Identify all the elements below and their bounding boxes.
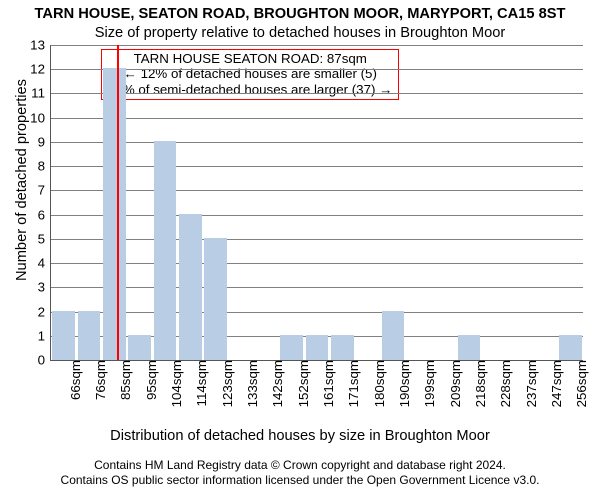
gridline (51, 118, 583, 119)
footer-line-1: Contains HM Land Registry data © Crown c… (0, 458, 600, 473)
x-tick-label: 228sqm (498, 360, 513, 420)
gridline (51, 93, 583, 94)
y-tick-label: 9 (15, 134, 51, 149)
x-tick-label: 85sqm (118, 360, 133, 420)
gridline (51, 239, 583, 240)
gridline (51, 190, 583, 191)
y-tick-label: 2 (15, 304, 51, 319)
x-tick-label: 237sqm (524, 360, 539, 420)
y-tick-label: 12 (15, 62, 51, 77)
footer-line-2: Contains OS public sector information li… (0, 473, 600, 488)
bar (204, 238, 227, 360)
annotation-line-3: 86% of semi-detached houses are larger (… (108, 82, 392, 97)
x-tick-label: 180sqm (372, 360, 387, 420)
x-tick-label: 152sqm (296, 360, 311, 420)
gridline (51, 142, 583, 143)
x-tick-label: 66sqm (68, 360, 83, 420)
bar (154, 141, 177, 360)
x-tick-label: 256sqm (574, 360, 589, 420)
gridline (51, 287, 583, 288)
y-tick-label: 3 (15, 280, 51, 295)
annotation-box: TARN HOUSE SEATON ROAD: 87sqm ← 12% of d… (101, 49, 399, 100)
bar (128, 335, 151, 360)
x-tick-label: 104sqm (169, 360, 184, 420)
annotation-line-1: TARN HOUSE SEATON ROAD: 87sqm (108, 51, 392, 66)
y-tick-label: 6 (15, 207, 51, 222)
y-tick-label: 10 (15, 110, 51, 125)
y-tick-label: 7 (15, 183, 51, 198)
x-tick-label: 199sqm (422, 360, 437, 420)
gridline (51, 69, 583, 70)
footer: Contains HM Land Registry data © Crown c… (0, 458, 600, 488)
subject-marker-line (117, 45, 119, 360)
gridline (51, 215, 583, 216)
bar (559, 335, 582, 360)
bar (179, 214, 202, 360)
y-tick-label: 0 (15, 353, 51, 368)
plot-area: TARN HOUSE SEATON ROAD: 87sqm ← 12% of d… (50, 45, 583, 361)
x-tick-label: 190sqm (397, 360, 412, 420)
y-axis-label: Number of detached properties (14, 40, 30, 320)
x-tick-label: 95sqm (144, 360, 159, 420)
bar (280, 335, 303, 360)
chart-title-sub: Size of property relative to detached ho… (0, 25, 600, 41)
bar (331, 335, 354, 360)
y-tick-label: 11 (15, 86, 51, 101)
bar (382, 311, 405, 360)
y-tick-label: 5 (15, 231, 51, 246)
y-tick-label: 4 (15, 256, 51, 271)
x-tick-label: 247sqm (549, 360, 564, 420)
x-tick-label: 123sqm (220, 360, 235, 420)
chart-title-main: TARN HOUSE, SEATON ROAD, BROUGHTON MOOR,… (0, 6, 600, 22)
gridline (51, 263, 583, 264)
x-tick-label: 218sqm (473, 360, 488, 420)
gridline (51, 45, 583, 46)
x-axis-label: Distribution of detached houses by size … (0, 428, 600, 444)
x-tick-label: 161sqm (321, 360, 336, 420)
gridline (51, 166, 583, 167)
bar (458, 335, 481, 360)
x-tick-label: 209sqm (448, 360, 463, 420)
bar (52, 311, 75, 360)
x-tick-label: 142sqm (270, 360, 285, 420)
x-tick-label: 76sqm (93, 360, 108, 420)
y-tick-label: 1 (15, 328, 51, 343)
bar (78, 311, 101, 360)
gridline (51, 312, 583, 313)
y-tick-label: 13 (15, 38, 51, 53)
x-tick-label: 133sqm (245, 360, 260, 420)
y-tick-label: 8 (15, 159, 51, 174)
x-tick-label: 171sqm (346, 360, 361, 420)
x-tick-label: 114sqm (194, 360, 209, 420)
chart-container: TARN HOUSE, SEATON ROAD, BROUGHTON MOOR,… (0, 0, 600, 500)
bar (103, 68, 126, 360)
bar (306, 335, 329, 360)
